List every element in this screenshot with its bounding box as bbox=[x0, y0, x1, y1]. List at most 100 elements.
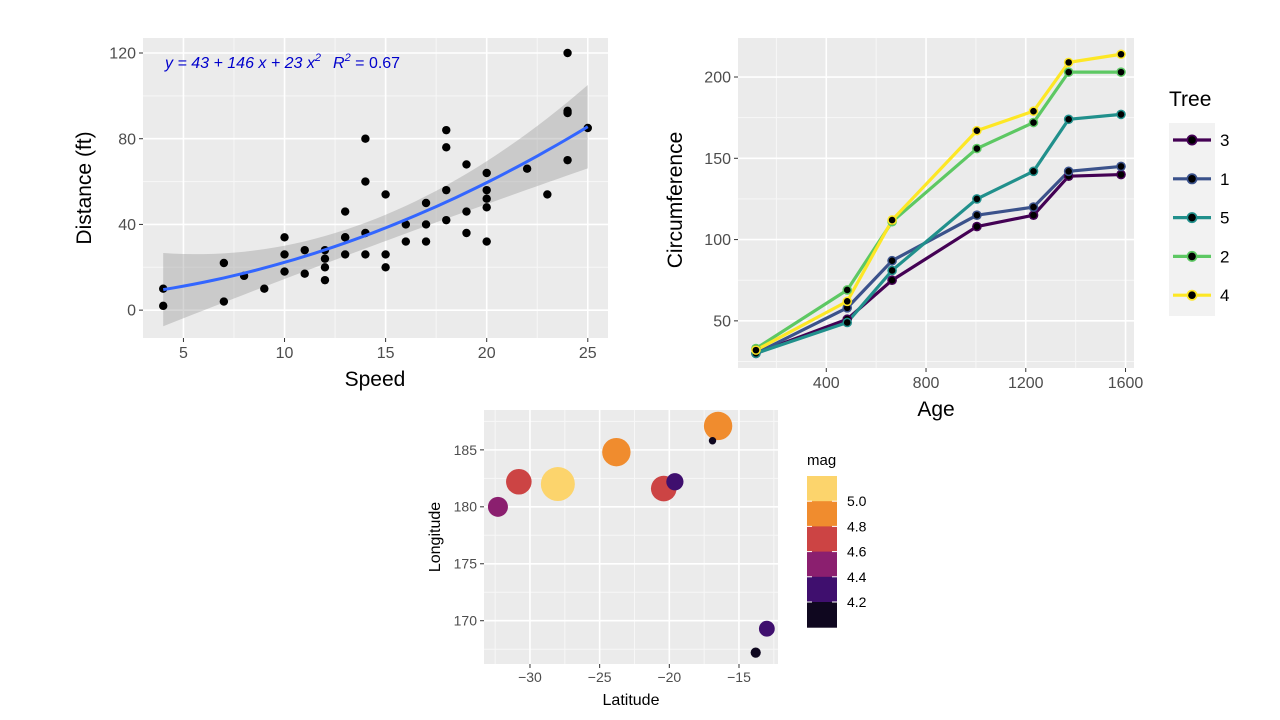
data-point bbox=[421, 220, 431, 229]
data-point bbox=[563, 48, 572, 58]
data-point bbox=[462, 160, 471, 169]
data-point bbox=[421, 237, 431, 246]
y-tick-label: 175 bbox=[454, 556, 478, 572]
series-point bbox=[888, 267, 896, 274]
data-point bbox=[361, 250, 370, 259]
data-point bbox=[482, 185, 491, 195]
series-point bbox=[1117, 68, 1125, 76]
series-point bbox=[1065, 68, 1072, 76]
series-point bbox=[888, 257, 896, 265]
data-point bbox=[219, 297, 229, 306]
data-point bbox=[381, 190, 390, 199]
y-tick-label: 120 bbox=[109, 46, 136, 63]
data-point bbox=[543, 190, 552, 199]
mag-colorbar-segment bbox=[807, 476, 837, 502]
orange-panel: 400 800 1200 1600 50 100 150 200 Age Circumfere… bbox=[664, 38, 1229, 421]
series-point bbox=[1030, 119, 1037, 126]
regression-line bbox=[162, 125, 589, 292]
legend-key-point bbox=[1188, 291, 1196, 300]
x-tick-label: 25 bbox=[579, 345, 597, 362]
series-point bbox=[1065, 115, 1072, 123]
data-point bbox=[421, 198, 431, 208]
mag-legend-label: 4.4 bbox=[847, 569, 867, 585]
mag-colorbar-segment bbox=[807, 501, 837, 527]
y-tick-label: 0 bbox=[127, 303, 136, 320]
series-point bbox=[1030, 203, 1037, 211]
series-point bbox=[1117, 111, 1125, 118]
series-point bbox=[1030, 211, 1037, 219]
series-point bbox=[752, 346, 760, 354]
series-point bbox=[973, 223, 981, 230]
series-point bbox=[1117, 171, 1125, 178]
y-tick-label: 80 bbox=[118, 131, 136, 148]
x-tick-label: 20 bbox=[478, 345, 496, 362]
data-point bbox=[442, 215, 451, 225]
y-tick-label: 100 bbox=[704, 232, 731, 249]
legend-key-point bbox=[1188, 175, 1196, 183]
series-point bbox=[973, 211, 981, 219]
mag-legend-label: 4.8 bbox=[847, 518, 867, 534]
data-point bbox=[381, 250, 390, 259]
legend-key-point bbox=[1188, 136, 1196, 144]
quake-bubble bbox=[750, 647, 761, 658]
quake-bubble bbox=[708, 437, 717, 445]
quake-bubble bbox=[758, 620, 775, 637]
x-tick-label: −30 bbox=[518, 669, 542, 685]
tree-legend-title: Tree bbox=[1169, 88, 1211, 111]
data-point bbox=[361, 134, 370, 143]
data-point bbox=[401, 237, 411, 246]
series-point bbox=[843, 286, 851, 294]
r-squared-exponent: 2 bbox=[344, 52, 351, 64]
data-point bbox=[442, 185, 451, 195]
data-point bbox=[340, 207, 350, 216]
y-tick-label: 150 bbox=[704, 151, 731, 168]
series-point bbox=[888, 276, 896, 284]
tree-legend: 3 1 5 2 4 bbox=[1169, 123, 1229, 316]
r-squared-symbol: R bbox=[333, 55, 345, 72]
x-tick-label: −25 bbox=[588, 669, 612, 685]
mag-legend-label: 5.0 bbox=[847, 493, 867, 509]
data-point bbox=[361, 177, 370, 186]
x-tick-label: 400 bbox=[813, 375, 840, 392]
equation-main: y = 43 + 146 x + 23 x bbox=[164, 55, 316, 72]
r-squared-value: = 0.67 bbox=[351, 55, 400, 72]
quake-bubble bbox=[506, 468, 532, 495]
quake-bubble bbox=[703, 411, 733, 441]
series-point bbox=[1030, 168, 1037, 175]
series-point bbox=[1065, 59, 1072, 66]
series-point bbox=[843, 319, 851, 326]
data-point bbox=[219, 258, 229, 268]
data-point bbox=[340, 233, 350, 242]
series-point bbox=[843, 304, 851, 312]
data-point bbox=[462, 207, 471, 216]
data-point bbox=[260, 284, 269, 293]
x-tick-label: 15 bbox=[377, 345, 395, 362]
legend-key-point bbox=[1188, 213, 1196, 222]
series-point bbox=[1117, 50, 1125, 58]
regression-equation-label: y = 43 + 146 x + 23 x2 R2 = 0.67 bbox=[164, 52, 400, 72]
series-point bbox=[1117, 163, 1125, 170]
data-point bbox=[300, 245, 309, 255]
y-tick-label: 180 bbox=[454, 499, 478, 515]
series-point bbox=[973, 127, 981, 134]
x-tick-label: 1600 bbox=[1108, 375, 1144, 392]
series-point bbox=[1030, 107, 1037, 115]
data-point bbox=[401, 220, 411, 229]
x-tick-label: 10 bbox=[276, 345, 294, 362]
quakes-x-axis-title: Latitude bbox=[603, 692, 660, 709]
data-point bbox=[563, 155, 572, 165]
legend-key-point bbox=[1188, 252, 1196, 261]
data-point bbox=[462, 228, 471, 238]
mag-legend-label: 4.2 bbox=[847, 594, 867, 610]
series-point bbox=[1065, 168, 1072, 175]
orange-x-axis-title: Age bbox=[917, 398, 954, 421]
cars-x-axis-title: Speed bbox=[345, 368, 406, 391]
data-point bbox=[340, 250, 350, 259]
data-point bbox=[280, 267, 289, 276]
data-point bbox=[280, 250, 289, 259]
legend-label-tree-5: 5 bbox=[1220, 209, 1229, 228]
legend-label-tree-1: 1 bbox=[1220, 170, 1229, 189]
legend-label-tree-3: 3 bbox=[1220, 131, 1229, 150]
data-point bbox=[482, 237, 491, 246]
